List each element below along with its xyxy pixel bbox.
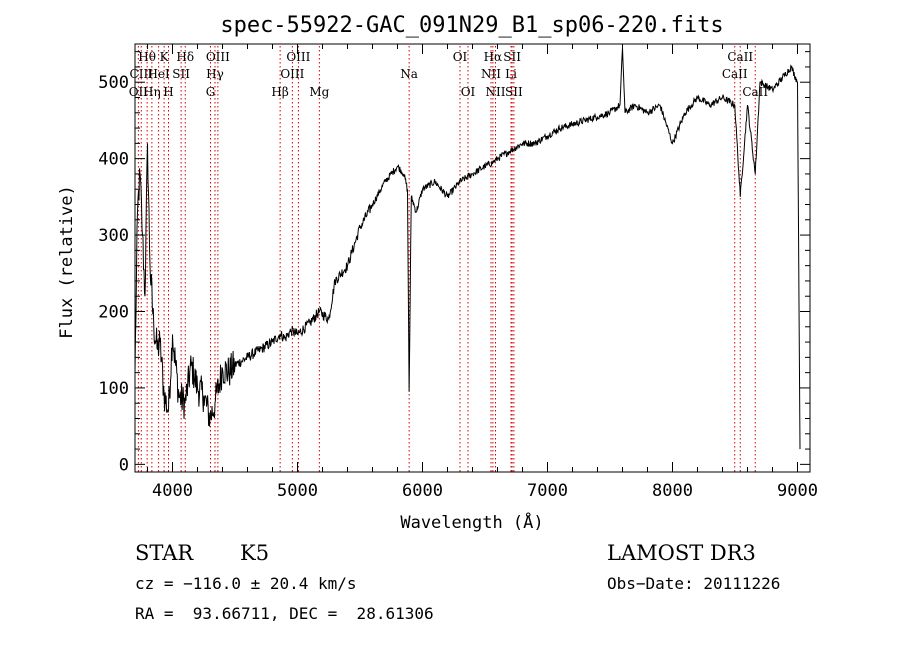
y-tick-label: 500 [98, 73, 129, 93]
ra-dec: RA = 93.66711, DEC = 28.61306 [135, 604, 434, 623]
observation-date: Obs−Date: 20111226 [607, 574, 781, 593]
spectral-line-label: OIII [206, 50, 230, 64]
spectral-line-label: SII [505, 85, 523, 99]
spectral-line-label: K [160, 50, 170, 64]
spectral-line-label: Hη [143, 85, 161, 99]
y-tick-label: 200 [98, 303, 129, 323]
spectral-line-label: G [206, 85, 216, 99]
spectral-line-label: CaII [727, 50, 753, 64]
spectral-line-label: Hβ [271, 85, 288, 99]
y-tick-label: 100 [98, 379, 129, 399]
spectral-line-label: OIII [280, 67, 304, 81]
spectral-line-label: OIII [286, 50, 310, 64]
survey-name: LAMOST DR3 [607, 541, 756, 565]
x-tick-label: 8000 [652, 481, 693, 501]
spectral-line-label: NII [486, 85, 506, 99]
plot-frame [134, 43, 811, 473]
object-subclass: K5 [240, 541, 270, 565]
chart-title: spec-55922-GAC_091N29_B1_sp06-220.fits [220, 13, 723, 38]
spectral-line-label: CaII [742, 85, 768, 99]
spectral-line-label: OI [453, 50, 468, 64]
y-axis-label: Flux (relative) [57, 185, 77, 339]
spectral-line-label: NII [481, 67, 501, 81]
spectral-line-label: SII [503, 50, 521, 64]
x-tick-label: 6000 [402, 481, 443, 501]
spectrum-line [134, 47, 801, 450]
spectral-line-label: Hα [484, 50, 503, 64]
spectral-line-label: SII [172, 67, 190, 81]
spectral-line-label: CaII [722, 67, 748, 81]
x-tick-label: 5000 [277, 481, 318, 501]
x-tick-label: 7000 [527, 481, 568, 501]
x-axis-label: Wavelength (Å) [400, 511, 543, 533]
y-tick-label: 300 [98, 226, 129, 246]
spectral-line-label: Li [505, 67, 517, 81]
spectral-line-label: OI [461, 85, 476, 99]
spectral-line-label: OII [129, 85, 149, 99]
spectral-line-label: Hγ [206, 67, 224, 81]
spectral-line-label: Na [400, 67, 418, 81]
object-class: STAR [135, 541, 194, 565]
x-tick-label: 9000 [777, 481, 818, 501]
spectral-line-label: Hδ [176, 50, 194, 64]
spectral-line-label: Hθ [138, 50, 156, 64]
redshift-cz: cz = −116.0 ± 20.4 km/s [135, 574, 357, 593]
y-tick-label: 0 [119, 455, 129, 475]
x-tick-label: 4000 [152, 481, 193, 501]
spectral-line-label: HeI [147, 67, 170, 81]
spectral-line-label: H [163, 85, 173, 99]
spectral-line-label: CIII [130, 67, 154, 81]
spectral-line-label: Mg [309, 85, 329, 99]
y-tick-label: 400 [98, 150, 129, 170]
